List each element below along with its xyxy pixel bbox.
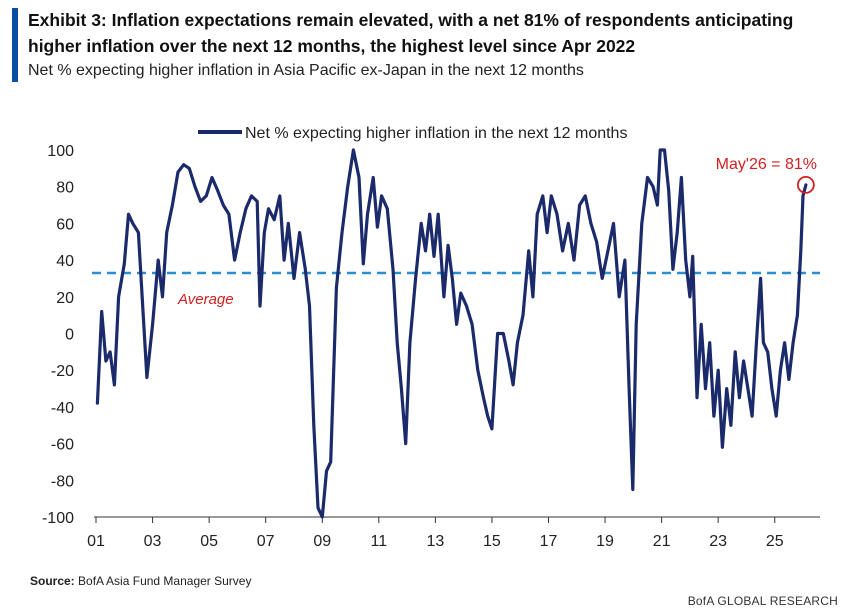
source-label: Source: (30, 574, 75, 588)
y-tick-label: -60 (51, 437, 74, 454)
legend: Net % expecting higher inflation in the … (198, 125, 627, 142)
y-tick-label: 60 (56, 216, 74, 233)
source-note: Source: BofA Asia Fund Manager Survey (30, 574, 251, 588)
series-layer (95, 148, 808, 519)
brand-label: BofA GLOBAL RESEARCH (687, 594, 838, 608)
title-accent-bar (12, 8, 18, 82)
x-tick-label: 01 (87, 533, 105, 550)
series-line (95, 148, 808, 519)
y-tick-label: 80 (56, 180, 74, 197)
chart-subtitle: Net % expecting higher inflation in Asia… (28, 62, 584, 79)
x-tick-label: 25 (766, 533, 784, 550)
x-tick-label: 07 (257, 533, 275, 550)
x-tick-label: 17 (540, 533, 558, 550)
average-layer: Average (92, 271, 820, 308)
y-tick-label: 0 (65, 327, 74, 344)
x-tick-label: 21 (653, 533, 671, 550)
source-text: BofA Asia Fund Manager Survey (78, 574, 252, 588)
x-tick-label: 03 (144, 533, 162, 550)
legend-label: Net % expecting higher inflation in the … (245, 125, 627, 142)
annotation-label: May'26 = 81% (716, 156, 817, 173)
annotation-layer: May'26 = 81% (716, 156, 817, 194)
x-tick-label: 19 (596, 533, 614, 550)
x-tick-label: 05 (200, 533, 218, 550)
x-tick-label: 09 (313, 533, 331, 550)
x-tick-label: 23 (709, 533, 727, 550)
y-tick-label: -100 (42, 510, 74, 527)
y-tick-label: 100 (47, 143, 74, 160)
chart-title: Exhibit 3: Inflation expectations remain… (28, 10, 794, 56)
average-label: Average (177, 291, 234, 308)
x-tick-label: 13 (426, 533, 444, 550)
x-tick-label: 15 (483, 533, 501, 550)
annotation-circle (796, 175, 815, 194)
y-tick-label: -20 (51, 363, 74, 380)
y-tick-label: -80 (51, 473, 74, 490)
y-tick-label: -40 (51, 400, 74, 417)
y-tick-label: 20 (56, 290, 74, 307)
x-tick-label: 11 (371, 533, 388, 550)
y-tick-label: 40 (56, 253, 74, 270)
chart-axes: 01 03 05 07 09 11 13 15 17 19 21 23 25 100 80 60 40 20 0 -2… (42, 143, 820, 550)
